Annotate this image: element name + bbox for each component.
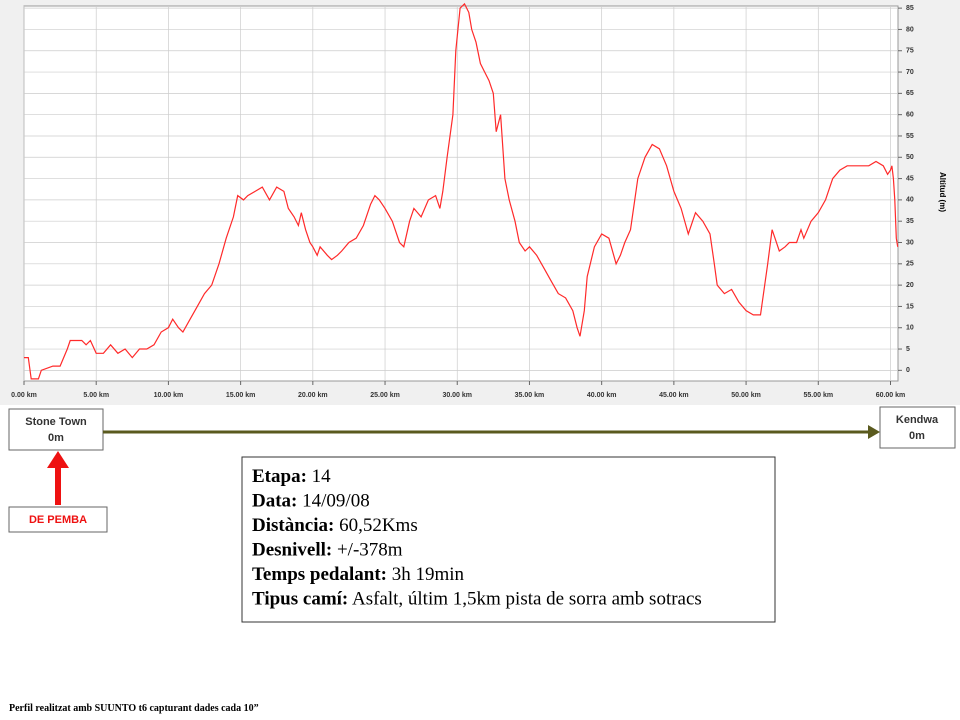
y-tick-label: 0	[906, 367, 910, 374]
y-tick-label: 50	[906, 154, 914, 161]
x-tick-label: 55.00 km	[803, 392, 833, 399]
info-box	[241, 456, 776, 623]
info-label: Temps pedalant:	[252, 564, 387, 585]
info-line: Temps pedalant: 3h 19min	[252, 564, 465, 585]
start-box	[8, 408, 104, 451]
origin-arrowhead	[47, 451, 69, 468]
y-tick-label: 65	[906, 90, 914, 97]
y-tick-label: 60	[906, 112, 914, 119]
info-line: Etapa: 14	[252, 466, 331, 487]
y-tick-label: 35	[906, 218, 914, 225]
info-label: Desnivell:	[252, 540, 332, 561]
x-tick-label: 40.00 km	[587, 392, 617, 399]
x-tick-label: 25.00 km	[370, 392, 400, 399]
x-tick-label: 20.00 km	[298, 392, 328, 399]
info-line: Desnivell: +/-378m	[252, 540, 403, 561]
y-tick-label: 75	[906, 48, 914, 55]
info-label: Tipus camí:	[252, 589, 348, 610]
info-value: +/-378m	[337, 540, 403, 561]
x-tick-label: 60.00 km	[876, 392, 906, 399]
info-line: Data: 14/09/08	[252, 491, 370, 512]
x-tick-label: 10.00 km	[154, 392, 184, 399]
y-tick-label: 45	[906, 175, 914, 182]
y-tick-label: 25	[906, 261, 914, 268]
y-tick-label: 15	[906, 303, 914, 310]
start-altitude: 0m	[48, 432, 64, 444]
info-value: 3h 19min	[392, 564, 465, 585]
origin-label: DE PEMBA	[29, 514, 87, 526]
y-tick-label: 80	[906, 26, 914, 33]
y-axis-label: Altitud (m)	[938, 172, 947, 212]
info-value: Asfalt, últim 1,5km pista de sorra amb s…	[352, 589, 702, 610]
x-tick-label: 50.00 km	[731, 392, 761, 399]
info-value: 60,52Kms	[339, 515, 418, 536]
x-tick-label: 0.00 km	[11, 392, 37, 399]
y-tick-label: 20	[906, 282, 914, 289]
y-tick-label: 55	[906, 133, 914, 140]
x-tick-label: 35.00 km	[515, 392, 545, 399]
route-arrowhead	[868, 425, 880, 439]
y-tick-label: 30	[906, 239, 914, 246]
elevation-line	[24, 2, 899, 380]
footer: Perfil realitzat amb SUUNTO t6 capturant…	[9, 703, 259, 714]
info-line: Distància: 60,52Kms	[252, 515, 418, 536]
origin-box	[8, 506, 108, 533]
y-tick-label: 40	[906, 197, 914, 204]
y-tick-label: 70	[906, 69, 914, 76]
y-tick-label: 85	[906, 5, 914, 12]
info-label: Etapa:	[252, 466, 307, 487]
y-tick-label: 10	[906, 325, 914, 332]
info-line: Tipus camí: Asfalt, últim 1,5km pista de…	[252, 589, 702, 610]
x-tick-label: 5.00 km	[83, 392, 109, 399]
end-altitude: 0m	[909, 430, 925, 442]
end-name: Kendwa	[896, 414, 939, 426]
y-tick-label: 5	[906, 346, 910, 353]
start-name: Stone Town	[25, 416, 87, 428]
plot-area	[23, 5, 899, 382]
x-tick-label: 45.00 km	[659, 392, 689, 399]
info-value: 14/09/08	[302, 491, 370, 512]
x-tick-label: 15.00 km	[226, 392, 256, 399]
x-tick-label: 30.00 km	[442, 392, 472, 399]
end-box	[879, 406, 956, 449]
info-value: 14	[312, 466, 332, 487]
info-label: Data:	[252, 491, 297, 512]
info-label: Distància:	[252, 515, 334, 536]
